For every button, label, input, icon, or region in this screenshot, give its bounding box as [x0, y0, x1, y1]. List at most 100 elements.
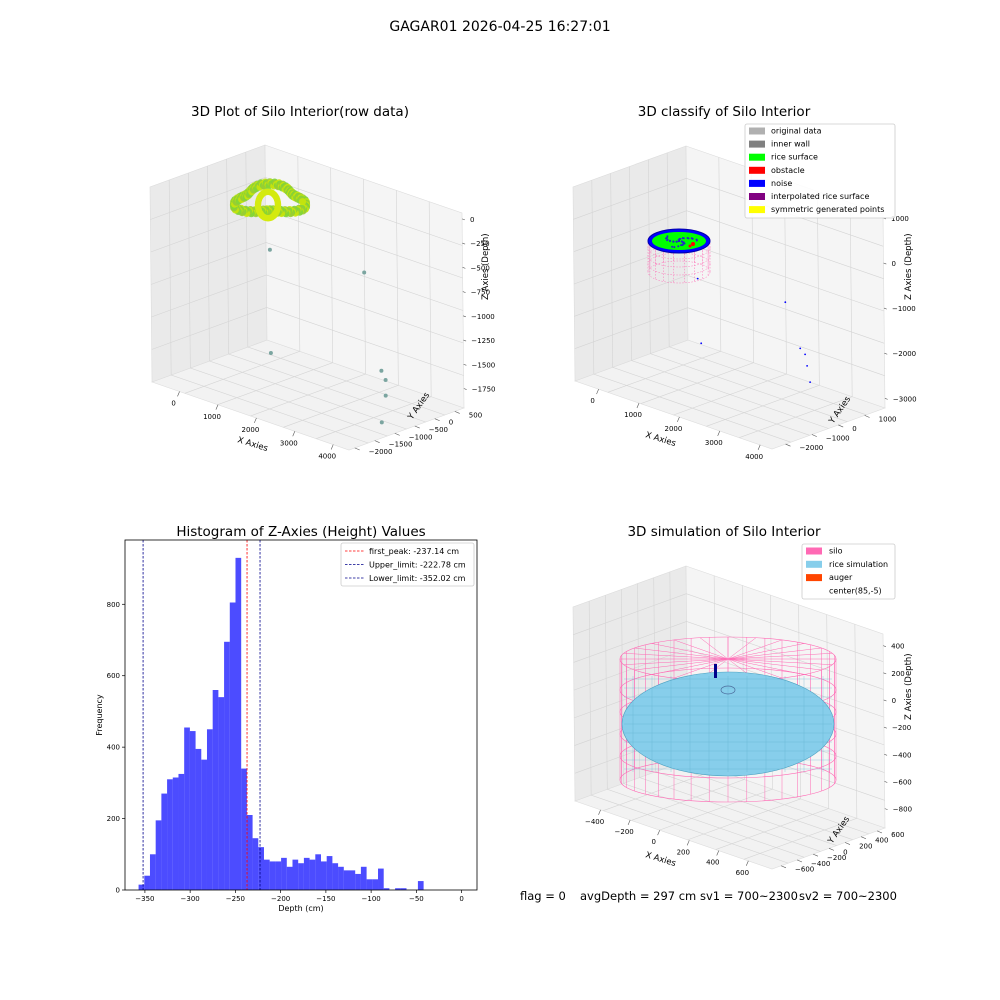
p2-legend-swatch — [749, 127, 765, 135]
histogram-bar — [315, 854, 321, 890]
p4-legend-swatch — [806, 574, 822, 582]
p2-z-tick-label: −3000 — [893, 395, 917, 403]
p4-x-tick-mark — [627, 819, 631, 826]
p4-z-tick-mark — [883, 726, 887, 729]
p2-x-tick-label: 4000 — [745, 453, 763, 461]
panel4-xlabel: X Axies — [644, 850, 677, 869]
p2-noise-point — [671, 245, 674, 248]
p1-z-tick-mark — [462, 267, 466, 269]
histogram-ylabel: Frequency — [95, 694, 104, 736]
p2-legend-swatch — [749, 193, 765, 200]
p4-x-tick-label: −400 — [585, 818, 604, 826]
histogram-bar — [189, 731, 196, 890]
p4-z-tick-label: −400 — [892, 751, 911, 759]
p2-obstacle-point — [688, 244, 692, 248]
silo-wire-spoke — [634, 647, 729, 660]
auger-marker — [714, 664, 717, 678]
p2-x-tick-mark — [717, 430, 721, 436]
silo-wire-spoke — [727, 653, 833, 660]
p4-x-tick-mark — [716, 850, 720, 856]
histogram-y-tick-label: 600 — [107, 672, 120, 680]
histogram-bar — [201, 759, 207, 890]
p2-legend-swatch — [749, 140, 765, 148]
p4-z-tick-label: 200 — [891, 670, 904, 678]
p1-y-tick-label: 0 — [449, 419, 453, 427]
p4-y-tick-label: 400 — [875, 837, 888, 845]
histogram-y-tick-label: 0 — [116, 887, 120, 895]
p4-y-tick-label: 200 — [859, 842, 872, 850]
p4-z-tick-mark — [884, 781, 888, 783]
histogram-legend-label: Lower_limit: -352.02 cm — [369, 574, 466, 583]
silo-wire-spoke — [623, 653, 729, 660]
p2-x-tick-mark — [636, 402, 640, 409]
p4-z-tick-mark — [884, 753, 888, 756]
histogram-legend: first_peak: -237.14 cm Upper_limit: -222.… — [340, 542, 475, 587]
p2-legend-swatch — [749, 166, 765, 174]
p1-y-tick-label: 500 — [469, 411, 482, 419]
p1-x-tick-label: 2000 — [241, 426, 259, 434]
figure-suptitle: GAGAR01 2026-04-25 16:27:01 — [389, 19, 610, 35]
histogram-bar — [378, 868, 384, 890]
p2-legend-label: original data — [771, 127, 822, 136]
p4-y-tick-label: −200 — [827, 854, 846, 862]
p1-grid — [150, 177, 463, 246]
p2-z-tick-mark — [884, 398, 888, 400]
p2-noise-point — [675, 240, 678, 243]
p1-z-tick-mark — [463, 388, 467, 390]
histogram-bar — [161, 793, 168, 890]
histogram-bar — [241, 768, 247, 890]
histogram-legend-label: Upper_limit: -222.78 cm — [369, 561, 466, 570]
p2-x-tick-mark — [596, 389, 599, 395]
p2-y-tick-label: 0 — [852, 425, 856, 433]
p4-x-tick-mark — [657, 830, 660, 836]
histogram-xlabel: Depth (cm) — [278, 904, 323, 913]
histogram-bar — [372, 879, 378, 890]
histogram-bar — [298, 863, 304, 890]
histogram-x-tick-label: −150 — [316, 895, 335, 903]
p2-noise-point — [666, 235, 669, 238]
histogram-bar — [178, 773, 185, 890]
p2-noise-point — [677, 245, 680, 248]
histogram-bar — [258, 847, 264, 890]
histogram-bar — [395, 888, 401, 890]
p4-y-tick-mark — [812, 853, 819, 857]
p2-y-tick-mark — [811, 434, 817, 437]
p2-noise-point — [695, 239, 698, 242]
panel1-xlabel: X Axies — [236, 435, 269, 454]
histogram-bar — [321, 861, 327, 890]
p1-z-tick-label: −1500 — [472, 361, 496, 369]
p2-noise-outlier — [806, 365, 808, 367]
p2-x-tick-label: 2000 — [664, 425, 682, 433]
silo-wire-spoke — [727, 647, 822, 660]
p1-outlier-point — [383, 393, 388, 398]
p4-grid — [573, 648, 884, 718]
p2-y-tick-mark — [838, 424, 844, 428]
panel2-xlabel: X Axies — [644, 430, 677, 449]
p1-outlier-point — [268, 351, 273, 355]
p4-y-tick-mark — [876, 830, 883, 834]
p1-outlier-point — [267, 247, 272, 252]
silo-wire-spoke — [727, 637, 757, 660]
histogram-bar — [281, 857, 287, 890]
p4-y-tick-mark — [796, 859, 803, 863]
p2-noise-point — [687, 237, 690, 240]
histogram-bar — [218, 697, 225, 890]
panel2-legend: original data inner wall rice surface obsta… — [744, 123, 896, 219]
p1-z-tick-label: −250 — [470, 240, 489, 248]
histogram-x-tick-label: −200 — [271, 895, 290, 903]
p2-z-tick-mark — [883, 307, 887, 310]
p2-z-tick-label: −2000 — [892, 350, 916, 358]
histogram-bar — [360, 866, 367, 890]
p2-y-tick-mark — [864, 415, 870, 418]
histogram-bar — [252, 838, 259, 890]
histogram-x-tick-label: −250 — [226, 895, 245, 903]
p2-noise-point — [680, 244, 683, 247]
p4-x-tick-mark — [745, 860, 749, 866]
p4-y-tick-mark — [780, 865, 787, 869]
p4-z-tick-label: −800 — [893, 806, 912, 814]
p1-z-tick-mark — [463, 339, 467, 342]
p2-noise-point — [682, 237, 685, 240]
p4-z-tick-mark — [883, 672, 887, 675]
p4-x-tick-label: 600 — [736, 869, 749, 877]
